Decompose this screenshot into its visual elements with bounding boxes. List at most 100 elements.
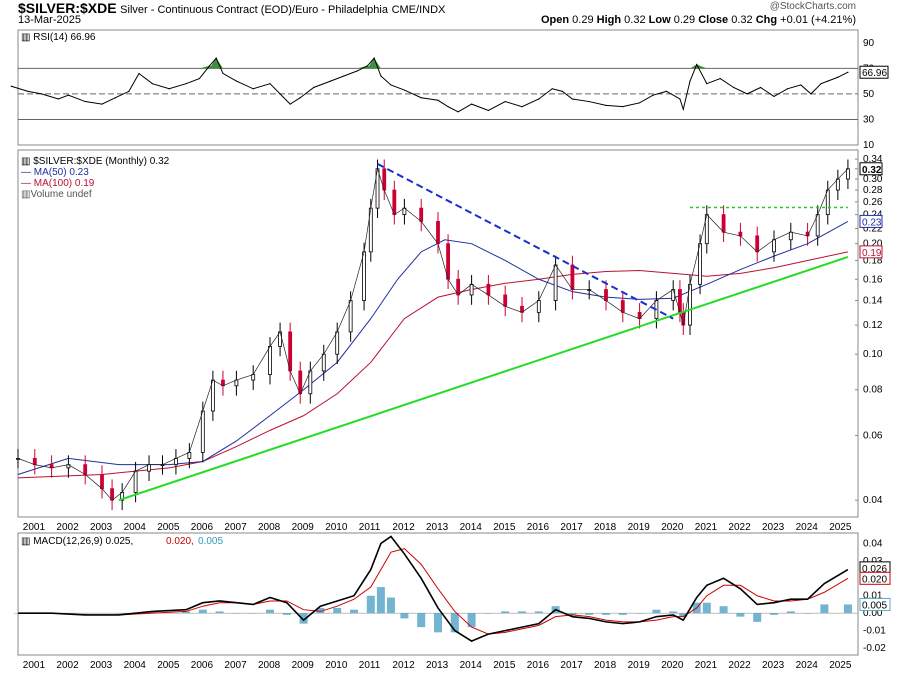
price-candle-body	[147, 464, 151, 472]
macd-x-tick-label: 2024	[796, 660, 819, 671]
macd-histogram-bar	[232, 613, 241, 614]
rsi-point	[605, 104, 607, 106]
low-label: Low	[648, 14, 671, 26]
macd-histogram-bar	[568, 613, 577, 615]
price-x-tick-label: 2018	[594, 522, 617, 533]
rsi-tick-label: 90	[863, 38, 875, 49]
price-last-value-box	[859, 162, 883, 176]
macd-x-tick-label: 2011	[359, 660, 381, 671]
macd-x-tick-label: 2002	[56, 660, 79, 671]
price-candle-body	[251, 374, 256, 381]
rsi-point	[719, 77, 721, 80]
rsi-last-value: 66.96	[862, 68, 887, 79]
ma100-last-value-box	[859, 245, 883, 259]
macd-x-tick-label: 2003	[90, 660, 113, 671]
rsi-point	[652, 94, 654, 96]
price-candle-body	[486, 283, 491, 296]
rsi-point	[706, 83, 708, 85]
price-tick-label: 0.20	[863, 239, 883, 250]
price-candle-body	[419, 207, 424, 222]
macd-histogram-bar	[501, 611, 510, 614]
rsi-point	[561, 90, 563, 92]
price-candle-body	[788, 231, 793, 241]
price-tick-label: 0.12	[863, 320, 883, 331]
macd-histogram-bar	[81, 613, 90, 614]
macd-legend-signal: 0.020,	[166, 536, 194, 547]
price-tick-label: 0.34	[863, 154, 883, 165]
price-candle-body	[348, 300, 353, 333]
signal-last-value-box	[859, 571, 891, 585]
close-value: 0.32	[731, 14, 753, 26]
rsi-point	[84, 100, 86, 103]
price-candle-body	[772, 239, 776, 253]
price-candle-body	[32, 457, 37, 466]
price-x-tick-label: 2004	[124, 522, 147, 533]
price-candle-body	[825, 189, 830, 216]
ohlc-readout: Open 0.29 High 0.32 Low 0.29 Close 0.32 …	[541, 14, 856, 26]
macd-histogram-bar	[518, 611, 526, 614]
price-last-value: 0.32	[862, 165, 882, 176]
macd-x-tick-label: 2010	[325, 660, 348, 671]
price-tick-label: 0.10	[863, 349, 883, 360]
rsi-tick-label: 10	[863, 140, 875, 151]
price-candle-body	[620, 300, 625, 313]
price-legend-item: — MA(100) 0.19	[21, 178, 95, 189]
macd-histogram-bar	[467, 613, 476, 628]
price-x-tick-label: 2007	[224, 522, 247, 533]
macd-x-tick-label: 2015	[493, 660, 516, 671]
rsi-point	[198, 77, 201, 80]
macd-histogram-bar	[386, 597, 395, 614]
open-label: Open	[540, 14, 570, 26]
price-candle-body	[392, 189, 397, 216]
price-tick-label: 0.04	[863, 495, 883, 506]
macd-histogram-bar	[635, 613, 644, 614]
macd-x-tick-label: 2008	[258, 660, 281, 671]
rsi-point	[269, 83, 271, 85]
macd-histogram-bar	[249, 613, 258, 614]
rsi-point	[10, 85, 12, 87]
rsi-point	[138, 72, 140, 75]
rsi-point	[380, 75, 382, 77]
macd-tick-label: 0.00	[863, 608, 883, 619]
macd-line	[18, 535, 849, 642]
macd-histogram-bar	[702, 602, 711, 614]
macd-x-tick-label: 2017	[560, 660, 583, 671]
price-tick-label: 0.16	[863, 274, 883, 285]
price-tick-label: 0.28	[863, 185, 883, 196]
price-candle-body	[234, 379, 239, 387]
macd-tick-label: -0.02	[863, 643, 886, 654]
rsi-point	[639, 102, 641, 104]
rsi-point	[504, 100, 506, 103]
price-x-tick-label: 2001	[23, 522, 46, 533]
macd-x-tick-label: 2016	[527, 660, 550, 671]
macd-histogram-bar	[585, 613, 594, 615]
rsi-point	[810, 93, 812, 95]
rsi-point	[847, 71, 849, 73]
rsi-point	[696, 63, 698, 66]
price-candle-body	[298, 370, 303, 395]
macd-histogram-bar	[215, 611, 224, 614]
price-legend-item: — MA(50) 0.23	[21, 167, 89, 178]
rsi-point	[679, 98, 681, 100]
macd-x-tick-label: 2005	[157, 660, 180, 671]
price-x-tick-label: 2019	[628, 522, 651, 533]
price-candle-body	[536, 300, 541, 313]
price-tick-label: 0.06	[863, 431, 883, 442]
macd-x-tick-label: 2004	[124, 660, 147, 671]
low-value: 0.29	[673, 14, 696, 26]
rsi-point	[665, 90, 668, 92]
macd-x-tick-label: 2025	[829, 660, 852, 671]
rsi-point	[114, 97, 117, 99]
macd-histogram-bar	[182, 611, 190, 614]
macd-histogram-bar	[316, 607, 325, 614]
price-panel-frame	[17, 149, 859, 518]
rsi-line	[11, 57, 849, 113]
price-candle-body	[321, 353, 326, 372]
high-value: 0.32	[624, 14, 646, 26]
macd-legend-histogram: 0.005	[198, 536, 223, 547]
signal-last-value: 0.020	[862, 574, 887, 585]
macd-histogram-bar	[753, 613, 762, 622]
rsi-point	[289, 103, 291, 105]
rsi-point	[40, 93, 43, 95]
